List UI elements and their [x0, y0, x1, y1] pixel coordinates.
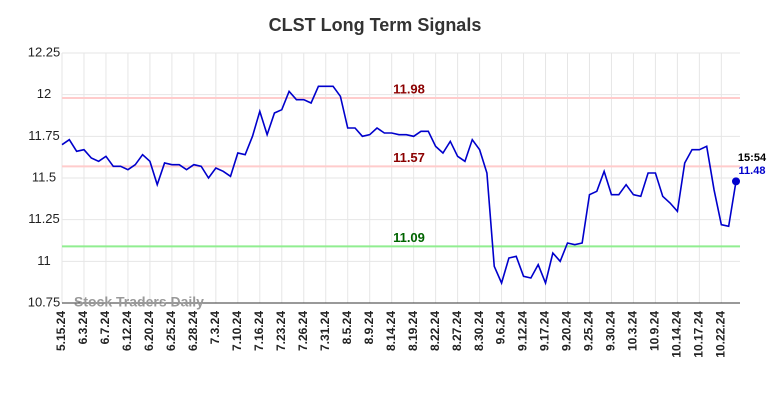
x-tick-label: 6.28.24	[186, 311, 200, 351]
x-tick-label: 8.19.24	[406, 311, 420, 351]
last-time: 15:54	[738, 152, 767, 164]
x-tick-label: 9.17.24	[538, 311, 552, 351]
y-tick-label: 11.75	[28, 128, 60, 143]
y-tick-label: 10.75	[28, 294, 61, 309]
x-tick-label: 8.22.24	[428, 311, 442, 351]
x-tick-label: 6.25.24	[164, 311, 178, 351]
x-tick-label: 9.25.24	[582, 311, 596, 351]
x-tick-label: 10.17.24	[692, 311, 706, 358]
y-tick-label: 11.25	[28, 211, 60, 226]
last-point	[732, 177, 740, 186]
x-tick-label: 6.20.24	[142, 311, 156, 351]
chart-title: CLST Long Term Signals	[269, 15, 482, 35]
x-tick-label: 7.26.24	[296, 311, 310, 351]
x-tick-label: 6.7.24	[98, 311, 112, 345]
x-tick-label: 10.9.24	[648, 311, 662, 351]
x-tick-label: 9.30.24	[604, 311, 618, 351]
x-tick-label: 7.23.24	[274, 311, 288, 351]
x-tick-label: 10.3.24	[626, 311, 640, 351]
price-line	[61, 85, 737, 286]
x-tick-label: 6.3.24	[76, 311, 90, 345]
y-tick-label: 11.5	[32, 169, 56, 184]
x-tick-label: 6.12.24	[120, 311, 134, 351]
y-tick-label: 11	[37, 253, 51, 268]
last-value: 11.48	[739, 165, 766, 177]
x-tick-label: 7.16.24	[252, 311, 266, 351]
x-tick-label: 8.5.24	[340, 311, 354, 345]
x-tick-label: 7.10.24	[230, 311, 244, 351]
x-tick-label: 8.30.24	[472, 311, 486, 351]
x-tick-label: 9.6.24	[494, 311, 508, 345]
x-tick-label: 10.22.24	[714, 311, 728, 358]
watermark: Stock Traders Daily	[74, 294, 204, 310]
x-tick-label: 9.12.24	[516, 311, 530, 351]
level-label: 11.09	[393, 230, 425, 245]
x-tick-label: 9.20.24	[560, 311, 574, 351]
x-tick-label: 5.15.24	[54, 311, 68, 351]
y-tick-label: 12	[37, 86, 51, 101]
x-tick-label: 10.14.24	[670, 311, 684, 358]
x-tick-label: 8.14.24	[384, 311, 398, 351]
x-tick-label: 8.9.24	[362, 311, 376, 345]
x-tick-label: 7.31.24	[318, 311, 332, 351]
level-label: 11.57	[393, 150, 425, 165]
x-tick-label: 8.27.24	[450, 311, 464, 351]
level-label: 11.98	[393, 81, 425, 96]
x-tick-label: 7.3.24	[208, 311, 222, 345]
y-tick-label: 12.25	[28, 44, 61, 59]
